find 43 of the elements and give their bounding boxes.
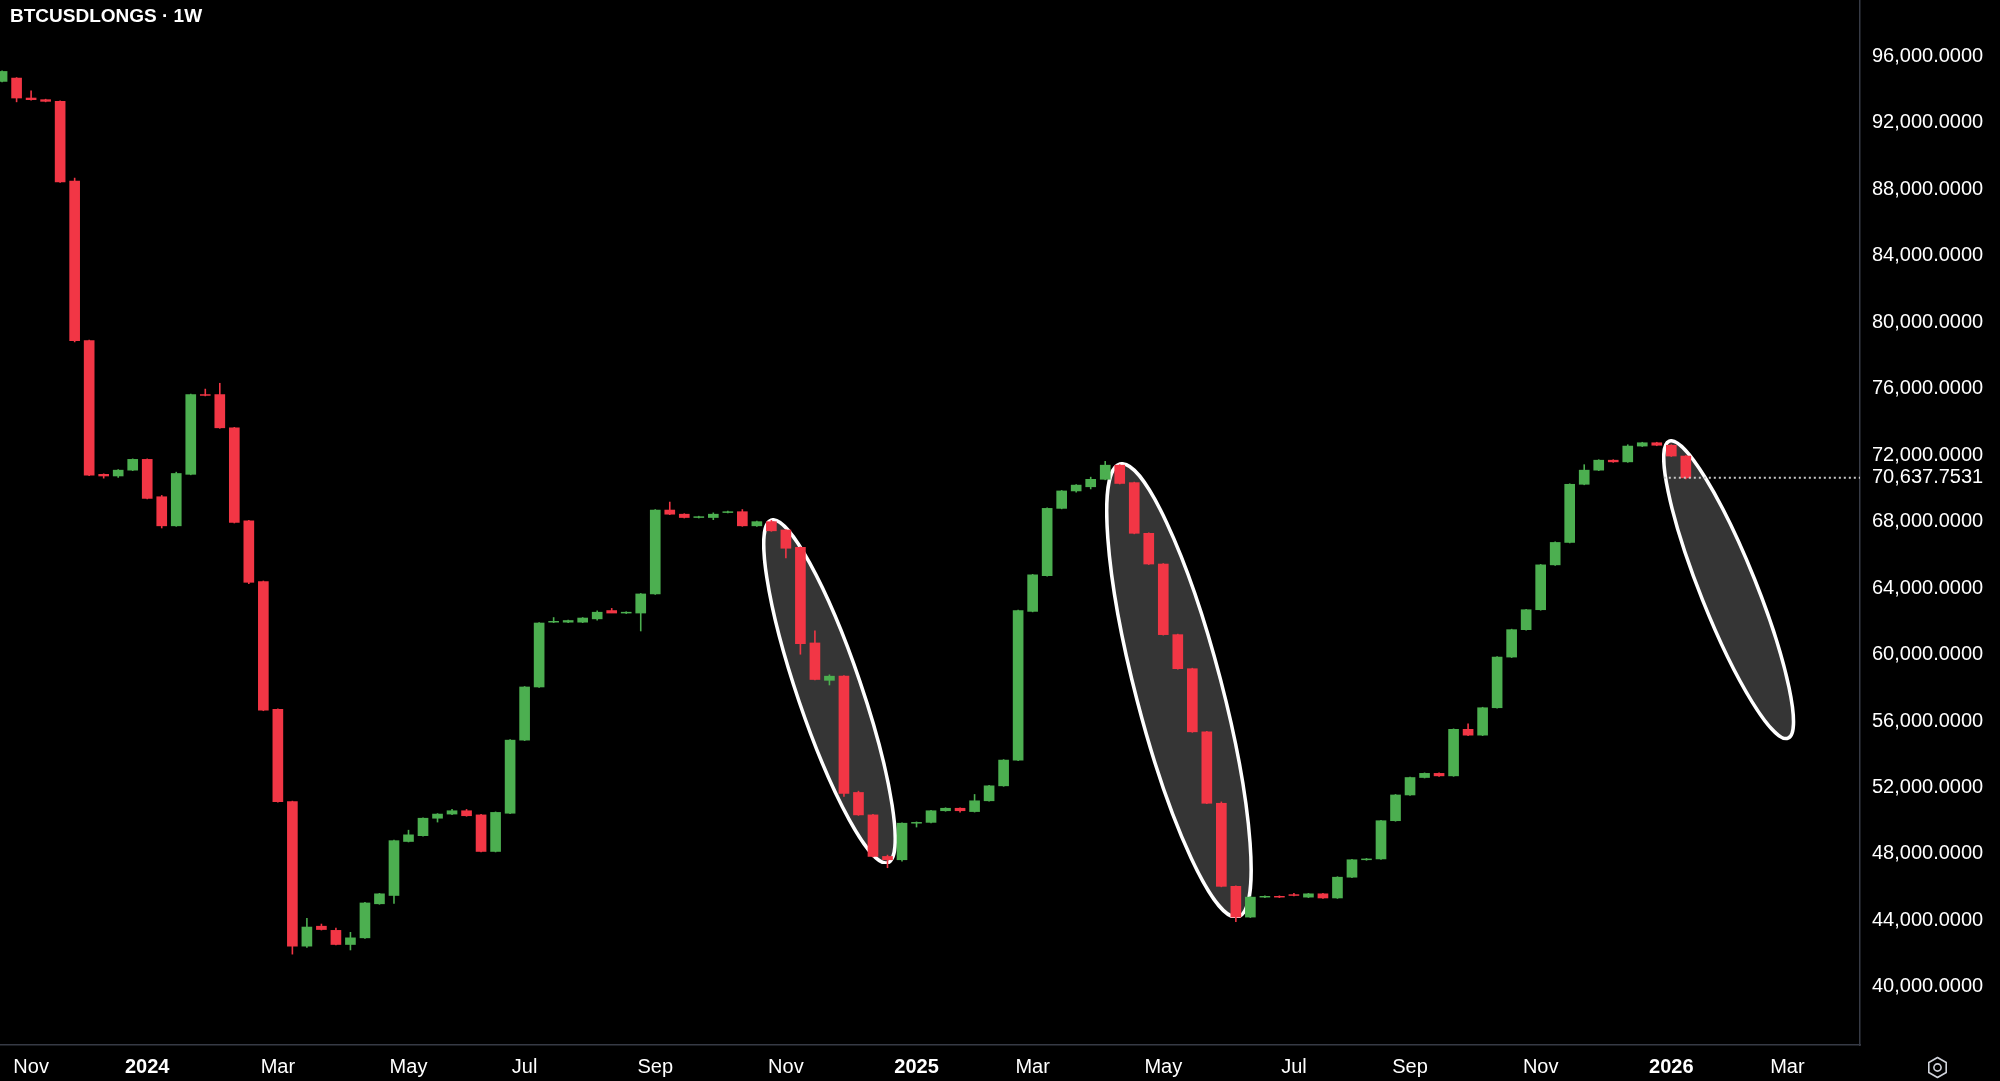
candlestick xyxy=(853,790,864,817)
y-tick-label: 64,000.0000 xyxy=(1872,575,1984,598)
y-tick-label: 60,000.0000 xyxy=(1872,642,1984,665)
chart-title: BTCUSDLONGS · 1W xyxy=(10,4,203,26)
candlestick xyxy=(11,76,22,103)
candlestick xyxy=(1680,454,1692,481)
y-tick-label: 40,000.0000 xyxy=(1872,974,1984,997)
y-tick-label: 76,000.0000 xyxy=(1872,376,1984,399)
candlestick xyxy=(780,528,792,560)
y-tick-label: 80,000.0000 xyxy=(1872,309,1984,332)
x-tick-label: Mar xyxy=(260,1054,296,1077)
candlestick xyxy=(1549,540,1561,567)
candlestick xyxy=(1622,443,1634,464)
y-tick-label: 48,000.0000 xyxy=(1872,841,1984,864)
x-tick-label: Nov xyxy=(768,1054,804,1077)
y-tick-label: 88,000.0000 xyxy=(1872,176,1984,199)
y-tick-label: 92,000.0000 xyxy=(1872,110,1984,133)
x-tick-label: Sep xyxy=(637,1054,674,1077)
candlestick xyxy=(1245,895,1256,919)
y-tick-label: 72,000.0000 xyxy=(1872,442,1984,465)
x-tick-label: Jul xyxy=(1281,1054,1307,1077)
x-tick-label: 2025 xyxy=(894,1054,939,1077)
candlestick xyxy=(635,592,647,633)
ref-line-label: 70,637.7531 xyxy=(1872,465,1984,488)
x-tick-label: Mar xyxy=(1770,1054,1805,1077)
candlestick xyxy=(301,917,313,949)
x-tick-label: 2024 xyxy=(124,1054,171,1077)
x-tick-label: Jul xyxy=(511,1054,538,1077)
x-tick-label: May xyxy=(1144,1054,1183,1077)
candlestick xyxy=(345,931,356,952)
x-tick-label: Nov xyxy=(13,1054,49,1077)
x-tick-label: May xyxy=(389,1054,428,1077)
y-tick-label: 84,000.0000 xyxy=(1872,243,1984,266)
x-tick-label: Sep xyxy=(1392,1054,1428,1077)
y-tick-label: 44,000.0000 xyxy=(1872,907,1984,930)
y-tick-label: 56,000.0000 xyxy=(1872,708,1984,731)
y-tick-label: 96,000.0000 xyxy=(1872,44,1984,66)
x-tick-label: Nov xyxy=(1522,1054,1559,1077)
x-tick-label: Mar xyxy=(1015,1054,1051,1077)
x-tick-label: 2026 xyxy=(1649,1054,1694,1077)
y-tick-label: 52,000.0000 xyxy=(1872,775,1984,797)
y-tick-label: 68,000.0000 xyxy=(1872,509,1984,532)
candlestick xyxy=(1332,875,1343,900)
